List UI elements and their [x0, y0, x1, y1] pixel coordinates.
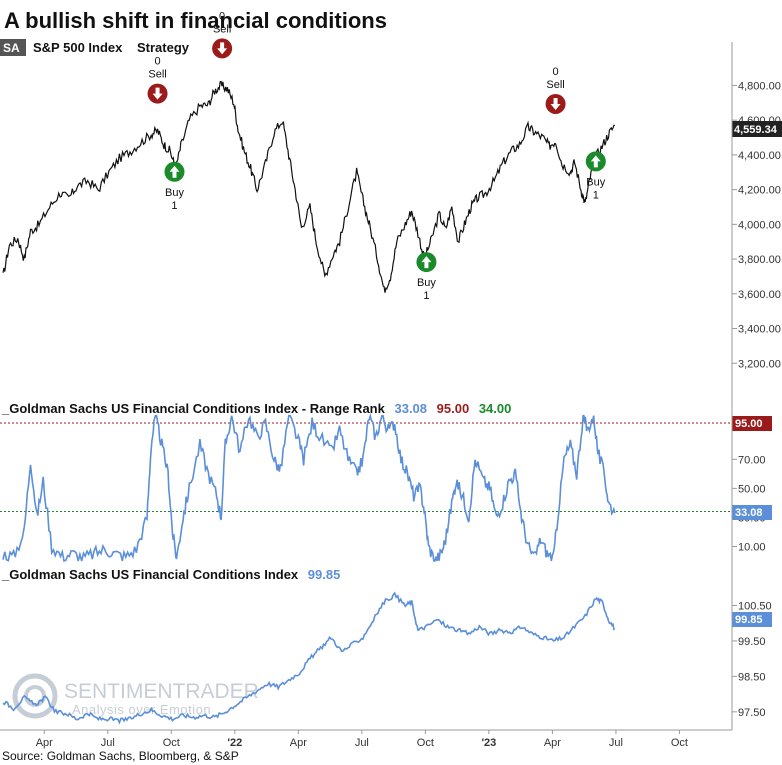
price-y-tick-label: 4,200.00	[738, 185, 781, 197]
sell-count: 0	[553, 66, 559, 78]
range-rank-panel: _Goldman Sachs US Financial Conditions I…	[0, 401, 772, 563]
range-rank-buy-threshold: 34.00	[479, 401, 512, 416]
arrow-down-icon	[550, 97, 561, 110]
range-rank-title-text: Goldman Sachs US Financial Conditions In…	[9, 401, 385, 416]
price-line	[2, 80, 615, 293]
range-rank-current-box	[732, 505, 772, 520]
arrow-up-icon	[169, 165, 180, 178]
range-rank-sell-threshold: 95.00	[437, 401, 470, 416]
fci-current: 99.85	[308, 567, 341, 582]
buy-count: 1	[171, 200, 177, 212]
fci-y-axis: 100.50 99.50 98.50 97.50	[732, 600, 772, 719]
sell-threshold-value: 95.00	[735, 418, 763, 430]
sell-count: 0	[154, 56, 160, 68]
price-y-tick-label: 3,800.00	[738, 254, 781, 266]
sell-label: Sell	[148, 69, 166, 81]
range-rank-line	[2, 412, 616, 563]
range-rank-current-label: 33.08	[732, 505, 772, 520]
price-y-tick-label: 4,400.00	[738, 150, 781, 162]
range-rank-y-tick-label: 10.00	[738, 541, 766, 553]
range-rank-current-value: 33.08	[735, 507, 763, 519]
watermark: SENTIMENTRADER Analysis over Emotion	[12, 673, 259, 719]
watermark-brand: SENTIMENTRADER	[64, 680, 259, 703]
buy-label: Buy	[586, 176, 605, 188]
price-badge: SA	[3, 41, 20, 55]
price-strategy-label: Strategy	[137, 40, 190, 55]
price-series-name: S&P 500 Index	[33, 40, 123, 55]
arrow-down-icon	[152, 87, 163, 100]
x-tick-label: Jul	[355, 737, 369, 749]
fci-line	[2, 591, 616, 725]
price-y-tick-label: 3,200.00	[738, 358, 781, 370]
x-tick-label: Oct	[417, 737, 434, 749]
price-current-label: 4,559.34	[732, 121, 782, 137]
watermark-tagline: Analysis over Emotion	[72, 702, 211, 717]
fci-prefix: _	[1, 567, 10, 582]
arrow-up-icon	[421, 256, 432, 269]
fci-current-label: 99.85	[732, 612, 772, 627]
x-tick-label: Apr	[544, 737, 561, 749]
price-y-tick-label: 3,600.00	[738, 289, 781, 301]
x-tick-label: Jul	[101, 737, 115, 749]
price-current-box	[732, 121, 782, 137]
range-rank-y-tick-label: 70.00	[738, 454, 766, 466]
price-current-value: 4,559.34	[734, 124, 778, 136]
fci-y-tick-label: 98.50	[738, 671, 766, 683]
price-y-tick-label: 4,000.00	[738, 219, 781, 231]
sell-label: Sell	[213, 23, 231, 35]
buy-label: Buy	[417, 277, 436, 289]
buy-label: Buy	[165, 187, 184, 199]
x-tick-label: Oct	[163, 737, 180, 749]
x-tick-label: '23	[481, 737, 496, 749]
sell-threshold-box	[732, 416, 772, 431]
fci-panel: _Goldman Sachs US Financial Conditions I…	[1, 567, 772, 725]
fci-title-text: Goldman Sachs US Financial Conditions In…	[9, 567, 299, 582]
range-rank-y-tick-label: 50.00	[738, 483, 766, 495]
arrow-up-icon	[590, 155, 601, 168]
fci-title: _Goldman Sachs US Financial Conditions I…	[1, 567, 340, 582]
x-tick-label: Apr	[290, 737, 307, 749]
arrow-down-icon	[217, 42, 228, 55]
x-tick-label: '22	[227, 737, 242, 749]
sell-label: Sell	[546, 79, 564, 91]
source-note: Source: Goldman Sachs, Bloomberg, & S&P	[2, 749, 239, 763]
x-axis: Apr Jul Oct '22 Apr Jul Oct '23 Apr Jul Oct	[36, 730, 688, 749]
chart-title: A bullish shift in financial conditions	[4, 8, 387, 33]
price-badge-box	[0, 39, 26, 56]
range-rank-current: 33.08	[394, 401, 427, 416]
price-y-tick-label: 4,800.00	[738, 80, 781, 92]
sell-threshold-label: 95.00	[732, 416, 772, 431]
fci-y-tick-label: 100.50	[738, 600, 772, 612]
x-tick-label: Apr	[36, 737, 53, 749]
range-rank-title: _Goldman Sachs US Financial Conditions I…	[1, 401, 511, 416]
range-rank-prefix: _	[1, 401, 10, 416]
buy-count: 1	[593, 189, 599, 201]
x-tick-label: Oct	[671, 737, 688, 749]
fci-y-tick-label: 99.50	[738, 636, 766, 648]
sell-count: 0	[219, 10, 225, 22]
fci-y-tick-label: 97.50	[738, 707, 766, 719]
price-panel: SA S&P 500 Index Strategy 4,800.004,600.…	[0, 10, 782, 370]
price-y-tick-label: 3,400.00	[738, 324, 781, 336]
fci-current-box	[732, 612, 772, 627]
fci-current-value: 99.85	[735, 614, 763, 626]
price-y-axis: 4,800.004,600.004,400.004,200.004,000.00…	[732, 80, 781, 370]
x-tick-label: Jul	[609, 737, 623, 749]
watermark-logo-icon	[12, 673, 58, 719]
buy-count: 1	[423, 290, 429, 302]
